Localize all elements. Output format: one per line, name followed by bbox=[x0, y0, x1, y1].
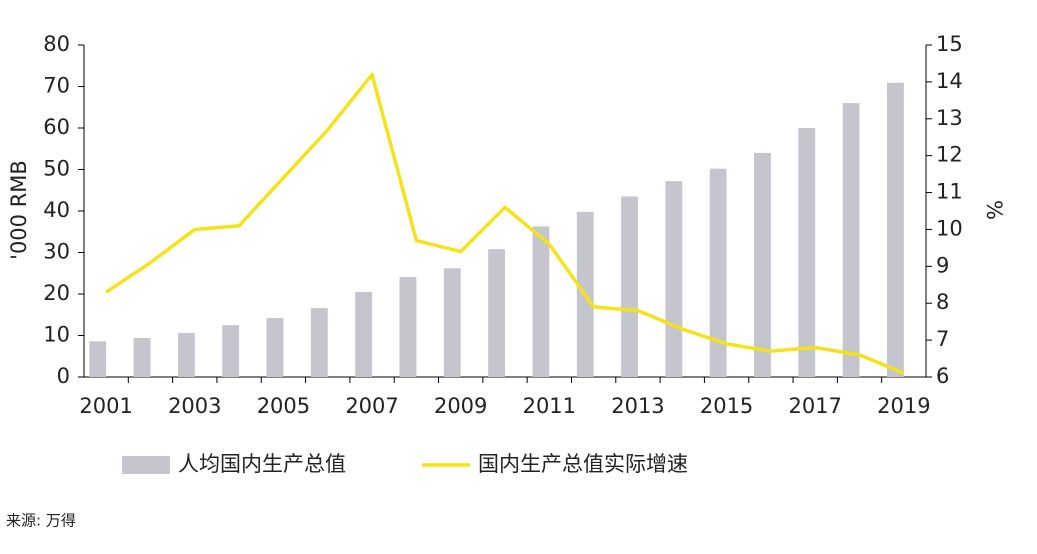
y2-tick-label: 13 bbox=[936, 106, 963, 130]
y2-tick-label: 9 bbox=[936, 253, 949, 277]
legend-label: 国内生产总值实际增速 bbox=[478, 452, 688, 476]
x-tick-label: 2013 bbox=[611, 394, 664, 418]
source-note: 来源: 万得 bbox=[6, 512, 76, 530]
y-tick-label: 80 bbox=[43, 32, 70, 56]
bar bbox=[177, 333, 195, 377]
x-tick-label: 2007 bbox=[345, 394, 398, 418]
y2-tick-label: 14 bbox=[936, 69, 963, 93]
bar bbox=[133, 337, 151, 377]
y2-tick-label: 6 bbox=[936, 364, 949, 388]
bar bbox=[310, 308, 328, 377]
x-tick-label: 2003 bbox=[168, 394, 221, 418]
x-tick-label: 2011 bbox=[523, 394, 576, 418]
y2-tick-label: 15 bbox=[936, 32, 963, 56]
bar bbox=[399, 276, 417, 377]
bar bbox=[89, 341, 107, 377]
bar bbox=[532, 226, 550, 377]
bar bbox=[798, 128, 816, 377]
bar bbox=[754, 152, 771, 377]
y2-tick-label: 12 bbox=[936, 143, 963, 167]
bar bbox=[842, 103, 860, 377]
y-axis-label: '000 RMB bbox=[7, 160, 31, 260]
y2-tick-label: 7 bbox=[936, 327, 949, 351]
bar bbox=[488, 249, 505, 377]
x-tick-label: 2005 bbox=[257, 394, 310, 418]
y-tick-label: 30 bbox=[43, 240, 70, 264]
bar bbox=[887, 82, 904, 377]
y2-axis-label: % bbox=[982, 200, 1006, 220]
y-tick-label: 20 bbox=[43, 281, 70, 305]
y-tick-label: 10 bbox=[43, 323, 70, 347]
x-tick-label: 2019 bbox=[877, 394, 930, 418]
x-tick-label: 2017 bbox=[788, 394, 841, 418]
legend-swatch bbox=[122, 456, 170, 474]
y-tick-label: 50 bbox=[43, 157, 70, 181]
y-tick-label: 70 bbox=[43, 74, 70, 98]
y-tick-label: 60 bbox=[43, 115, 70, 139]
y2-tick-label: 8 bbox=[936, 290, 949, 314]
x-tick-label: 2015 bbox=[700, 394, 753, 418]
bar bbox=[443, 268, 461, 377]
y-tick-label: 0 bbox=[57, 364, 70, 388]
x-tick-label: 2009 bbox=[434, 394, 487, 418]
y2-tick-label: 10 bbox=[936, 216, 963, 240]
bar bbox=[355, 291, 373, 377]
legend-label: 人均国内生产总值 bbox=[178, 452, 346, 476]
bar bbox=[222, 325, 240, 377]
y2-tick-label: 11 bbox=[936, 180, 963, 204]
line bbox=[105, 72, 905, 375]
bar bbox=[266, 318, 284, 377]
bar bbox=[709, 168, 727, 377]
bar bbox=[665, 181, 683, 377]
bar bbox=[621, 196, 638, 377]
x-tick-label: 2001 bbox=[79, 394, 132, 418]
y-tick-label: 40 bbox=[43, 198, 70, 222]
